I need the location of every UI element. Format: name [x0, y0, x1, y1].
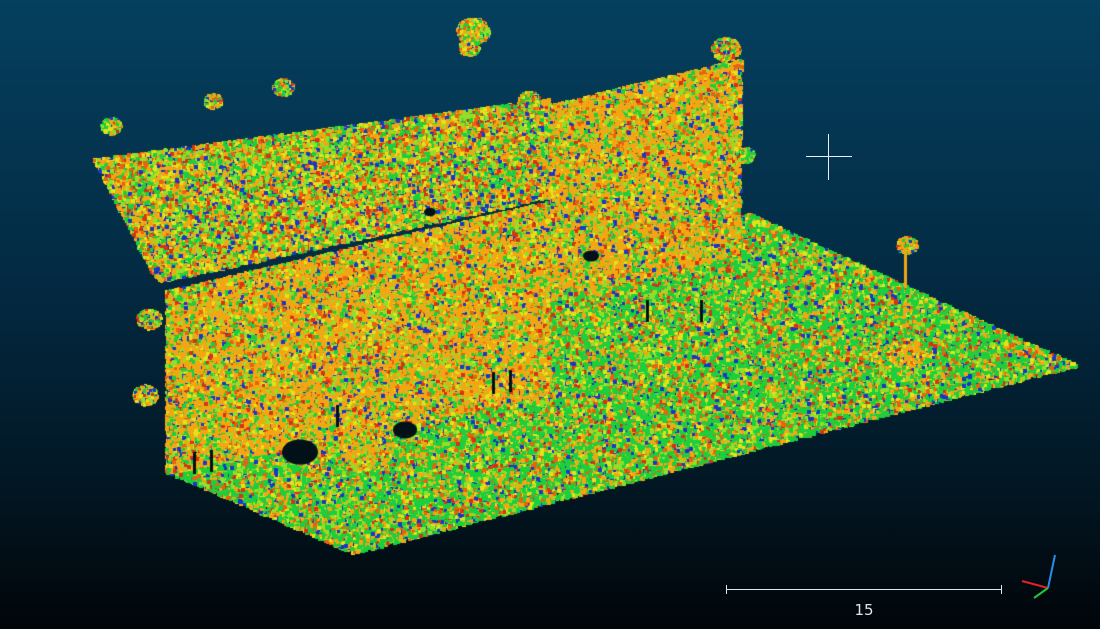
z-axis-icon	[1047, 554, 1056, 589]
scale-bar-right-tick	[1001, 585, 1002, 594]
crosshair-icon	[806, 134, 852, 180]
scale-bar-line	[726, 589, 1002, 590]
scale-bar-label: 15	[854, 601, 874, 619]
scale-bar: 15	[726, 584, 1002, 624]
x-axis-icon	[1021, 580, 1049, 589]
y-axis-icon	[1033, 587, 1049, 599]
axis-triad-icon	[1021, 554, 1056, 599]
